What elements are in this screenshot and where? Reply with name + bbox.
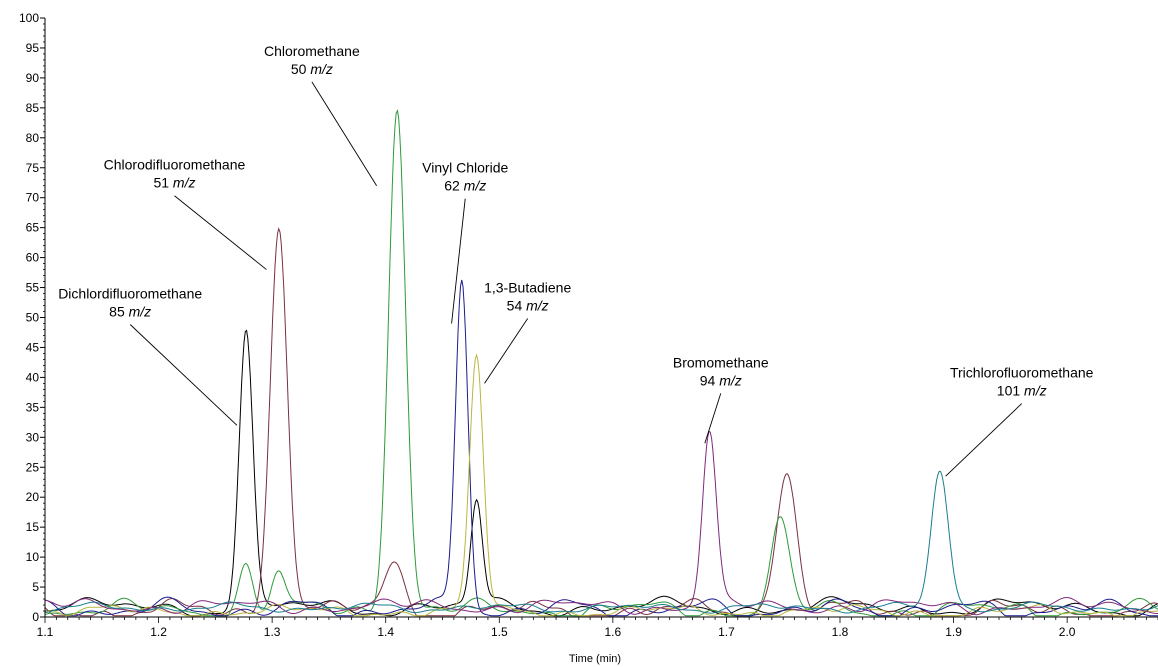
y-tick-label: 55	[26, 281, 40, 295]
annotation-mz-value: 54	[507, 298, 526, 314]
annotation-leader-line	[311, 81, 378, 186]
y-tick-label: 45	[26, 340, 40, 354]
annotation-mz-unit: m/z	[719, 372, 742, 388]
y-tick-label: 60	[26, 251, 40, 265]
annotation-mz: 85 m/z	[109, 304, 151, 320]
y-tick-label: 40	[26, 370, 40, 384]
plot-area	[44, 109, 1158, 617]
annotation-compound-name: Bromomethane	[673, 354, 769, 370]
annotation-mz-value: 62	[444, 178, 463, 194]
series-line-6	[44, 430, 1158, 616]
annotation-mz: 50 m/z	[291, 61, 333, 77]
x-tick-label: 1.7	[718, 625, 735, 639]
y-tick-label: 65	[26, 221, 40, 235]
annotation-leader-line	[484, 318, 529, 384]
annotation-mz-value: 51	[153, 175, 172, 191]
x-tick-label: 1.8	[832, 625, 849, 639]
annotation-leader-line	[704, 393, 722, 444]
annotation-leader-line	[174, 195, 267, 270]
annotation-compound-name: Chlorodifluoromethane	[104, 157, 246, 173]
annotation-compound-name: 1,3-Butadiene	[484, 280, 571, 296]
annotation-mz-unit: m/z	[173, 175, 196, 191]
annotation-mz: 54 m/z	[507, 298, 549, 314]
annotation-mz-unit: m/z	[1024, 383, 1047, 399]
series-line-3	[44, 109, 1158, 617]
y-tick-label: 100	[19, 11, 39, 25]
annotation-mz-unit: m/z	[464, 178, 487, 194]
x-tick-label: 1.4	[377, 625, 394, 639]
y-tick-label: 30	[26, 430, 40, 444]
y-tick-label: 80	[26, 131, 40, 145]
y-tick-label: 5	[32, 580, 39, 594]
x-tick-label: 1.9	[945, 625, 962, 639]
annotation-compound-name: Chloromethane	[264, 43, 360, 59]
series-line-7	[45, 470, 1158, 614]
y-tick-label: 90	[26, 71, 40, 85]
x-tick-label: 1.5	[491, 625, 508, 639]
annotation-mz-value: 94	[700, 372, 719, 388]
axes: 0 5 10 15 20 25 30 35 40 45 50 55 60 65 70 75 80 85 90 95 10…	[19, 11, 1158, 639]
annotation-mz: 51 m/z	[153, 175, 195, 191]
x-tick-label: 1.3	[264, 625, 281, 639]
y-tick-label: 50	[26, 311, 40, 325]
y-tick-label: 35	[26, 400, 40, 414]
annotation-compound-name: Vinyl Chloride	[422, 160, 508, 176]
annotation-mz: 101 m/z	[997, 383, 1047, 399]
y-tick-label: 0	[32, 610, 39, 624]
annotation-leader-line	[129, 324, 238, 426]
y-tick-label: 20	[26, 490, 40, 504]
peak-annotations: Dichlordifluoromethane 85 m/z Chlorodifluo…	[58, 43, 1094, 477]
annotation-compound-name: Dichlordifluoromethane	[58, 286, 202, 302]
annotation-mz-value: 85	[109, 304, 128, 320]
y-tick-label: 70	[26, 191, 40, 205]
y-tick-label: 95	[26, 41, 40, 55]
y-tick-label: 10	[26, 550, 40, 564]
x-tick-label: 2.0	[1059, 625, 1076, 639]
series-line-2	[44, 227, 1158, 617]
annotation-mz-value: 101	[997, 383, 1024, 399]
x-axis-title: Time (min)	[569, 653, 621, 665]
annotation-mz: 62 m/z	[444, 178, 486, 194]
annotation-leader-line	[945, 403, 1023, 477]
annotation-mz-unit: m/z	[129, 304, 152, 320]
annotation-compound-name: Trichlorofluoromethane	[950, 365, 1094, 381]
y-tick-label: 85	[26, 101, 40, 115]
x-tick-label: 1.2	[150, 625, 167, 639]
annotation-leader-line	[451, 198, 466, 324]
x-tick-label: 1.6	[605, 625, 622, 639]
annotation-mz: 94 m/z	[700, 372, 742, 388]
series-line-4	[44, 279, 1158, 617]
y-tick-label: 75	[26, 161, 40, 175]
annotation-mz-unit: m/z	[526, 298, 549, 314]
annotation-mz-unit: m/z	[310, 61, 333, 77]
series-line-5	[44, 353, 1158, 617]
x-tick-label: 1.1	[37, 625, 54, 639]
y-tick-label: 15	[26, 520, 40, 534]
y-tick-label: 25	[26, 460, 40, 474]
annotation-mz-value: 50	[291, 61, 310, 77]
